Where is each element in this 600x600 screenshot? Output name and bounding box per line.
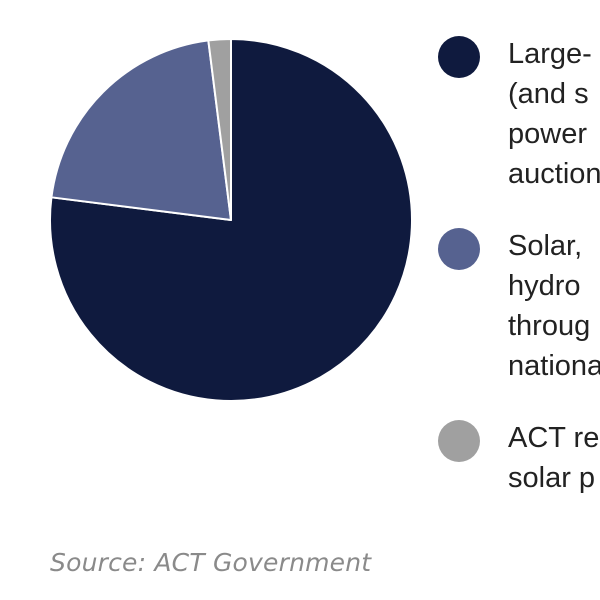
legend-label-line: solar p [508,462,596,494]
legend-label-line: hydro [508,270,581,302]
legend-label-line: auction [508,158,600,190]
legend-label-line: throug [508,310,591,342]
pie-slice-1 [49,38,413,402]
legend-label-line: (and s [508,78,589,110]
legend-label-2: Solar, hydro throug nationa [508,226,600,386]
pie-slice-3 [207,38,232,221]
legend-label-line: ACT re [508,422,600,454]
legend-swatch-3 [438,420,480,462]
legend-label-line: nationa [508,350,600,382]
legend-label-3: ACT re solar p [508,418,600,498]
legend-label-line: power [508,118,587,150]
pie-slice-2 [50,39,232,221]
legend-label-line: Large- [508,38,592,70]
legend-swatch-2 [438,228,480,270]
legend-label-line: Solar, [508,230,583,262]
legend-label-1: Large- (and s power auction [508,34,600,194]
source-note: Source: ACT Government [50,548,372,577]
legend-swatch-1 [438,36,480,78]
